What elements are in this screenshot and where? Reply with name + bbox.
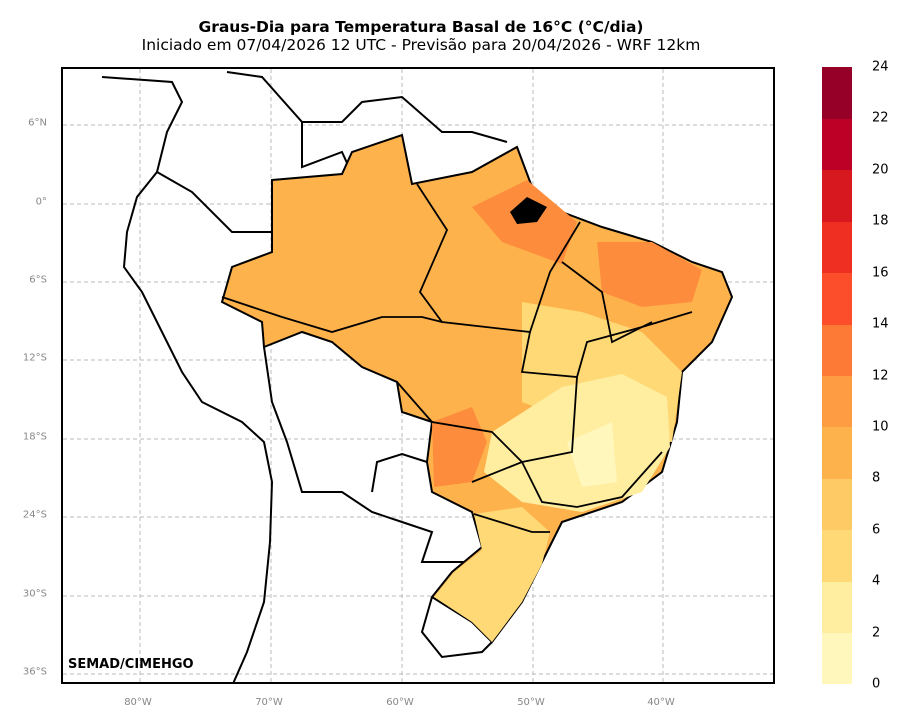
colorbar-tick-label: 6 (872, 522, 881, 538)
colorbar-segment (822, 632, 852, 685)
colorbar-segment (822, 426, 852, 479)
colorbar-tick-label: 14 (872, 316, 889, 332)
map-title: Graus-Dia para Temperatura Basal de 16°C… (198, 18, 644, 36)
colorbar-tick-label: 10 (872, 419, 889, 435)
colorbar-tick-label: 8 (872, 470, 881, 486)
neighbor-countries (101, 71, 508, 682)
lat-label: 6°S (29, 274, 47, 286)
colorbar-tick-label: 2 (872, 625, 881, 641)
map-area (61, 67, 775, 684)
map-subtitle: Iniciado em 07/04/2026 12 UTC - Previsão… (141, 36, 701, 54)
colorbar-tick-label: 22 (872, 110, 889, 126)
region-dark-northeast (597, 242, 702, 307)
colorbar (822, 67, 852, 685)
lat-label: 12°S (22, 352, 47, 364)
lon-label: 50°W (517, 697, 545, 708)
colorbar-segment (822, 272, 852, 325)
lat-label: 36°S (22, 666, 47, 678)
lon-label: 70°W (255, 697, 283, 708)
colorbar-segment (822, 118, 852, 171)
colorbar-segment (822, 169, 852, 222)
region-mid-south (434, 507, 550, 642)
colorbar-segment (822, 478, 852, 531)
lat-label: 0° (35, 196, 47, 208)
brazil-map (63, 69, 773, 682)
region-dark-centerwest (432, 407, 487, 487)
colorbar-tick-label: 0 (872, 676, 881, 692)
lat-label: 6°N (28, 117, 47, 129)
colorbar-tick-label: 16 (872, 265, 889, 281)
colorbar-segment (822, 67, 852, 119)
lat-label: 18°S (22, 431, 47, 443)
colorbar-segment (822, 324, 852, 376)
colorbar-segment (822, 581, 852, 634)
marajo-island (510, 197, 547, 224)
colorbar-tick-label: 18 (872, 213, 889, 229)
lat-label: 24°S (22, 509, 47, 521)
lon-label: 40°W (647, 697, 675, 708)
region-lighter-core (567, 422, 617, 487)
colorbar-segment (822, 529, 852, 582)
lat-label: 30°S (22, 588, 47, 600)
colorbar-segment (822, 221, 852, 274)
colorbar-tick-label: 20 (872, 162, 889, 178)
credit-label: SEMAD/CIMEHGO (68, 657, 194, 672)
lon-label: 60°W (386, 697, 414, 708)
state-borders (221, 183, 693, 533)
colorbar-tick-label: 24 (872, 59, 889, 75)
colorbar-tick-label: 12 (872, 368, 889, 383)
lon-label: 80°W (124, 697, 152, 708)
colorbar-segment (822, 375, 852, 428)
colorbar-tick-label: 4 (872, 573, 881, 589)
